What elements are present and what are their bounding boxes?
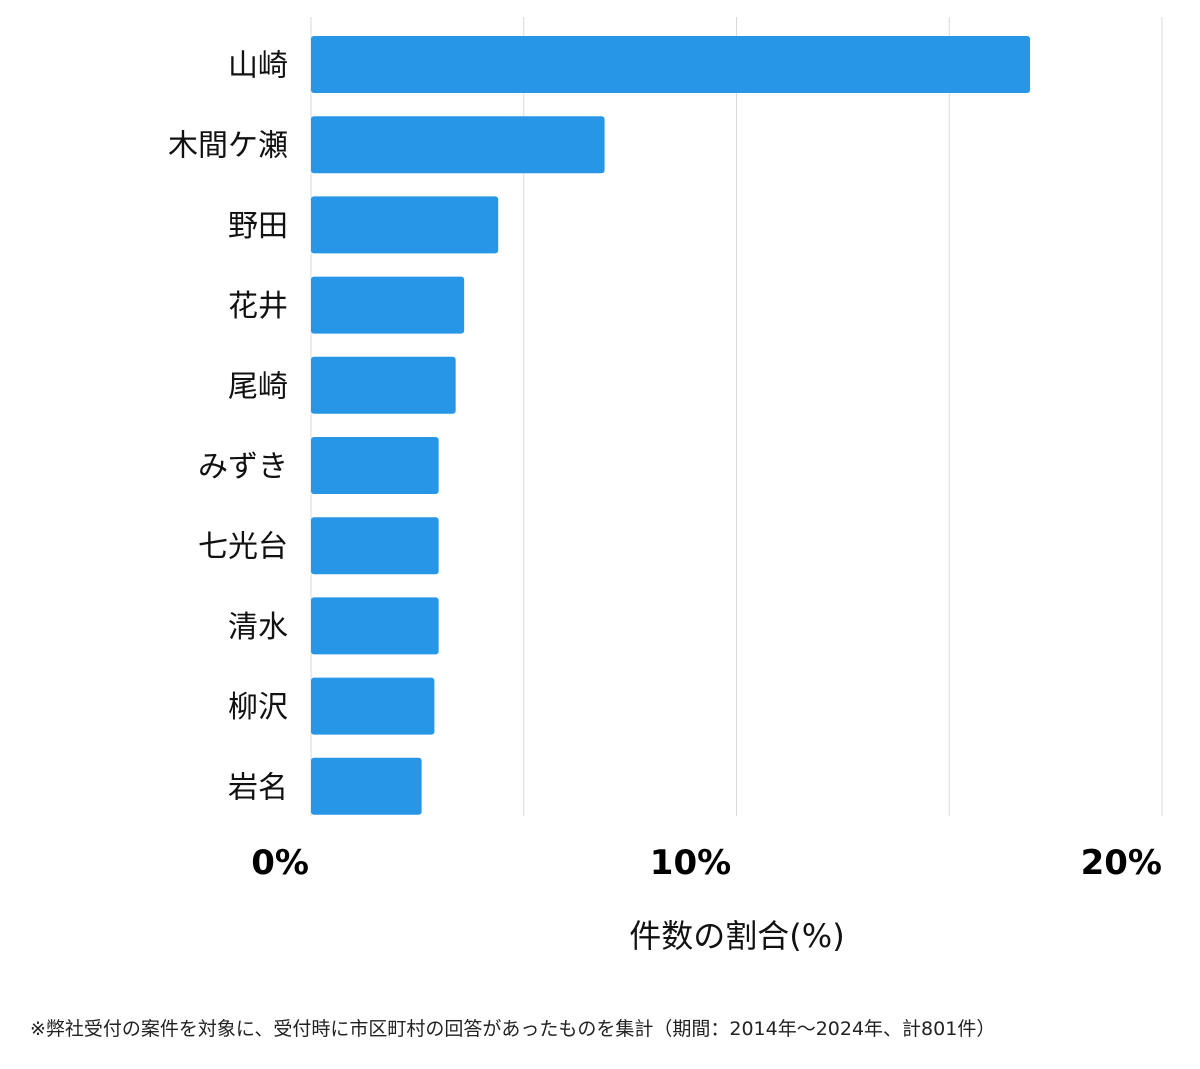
bar <box>311 36 1031 93</box>
bar <box>311 356 456 414</box>
x-tick-label: 0% <box>251 843 309 883</box>
x-axis-title: 件数の割合(%) <box>629 917 844 955</box>
bar <box>311 116 605 174</box>
category-label: 木間ケ瀬 <box>168 129 288 164</box>
category-label: みずき <box>198 450 288 485</box>
x-tick-labels: 0% 10% 20% <box>251 843 1162 883</box>
bar <box>311 437 439 494</box>
category-label: 七光台 <box>198 530 288 565</box>
category-label: 花井 <box>228 289 288 324</box>
bar <box>311 597 439 655</box>
category-label: 柳沢 <box>228 690 288 725</box>
x-tick-label: 10% <box>650 843 731 883</box>
bar <box>311 677 435 735</box>
footnote: ※弊社受付の案件を対象に、受付時に市区町村の回答があったものを集計（期間：201… <box>30 1018 996 1040</box>
bar <box>311 276 465 334</box>
category-label: 尾崎 <box>228 369 288 404</box>
category-label: 野田 <box>228 209 288 244</box>
bar <box>311 517 439 575</box>
bars <box>311 36 1031 815</box>
bar <box>311 196 499 254</box>
category-label: 清水 <box>228 610 288 645</box>
category-label: 岩名 <box>228 770 288 805</box>
category-label: 山崎 <box>228 49 288 84</box>
x-tick-label: 20% <box>1081 843 1162 883</box>
bar <box>311 757 422 815</box>
